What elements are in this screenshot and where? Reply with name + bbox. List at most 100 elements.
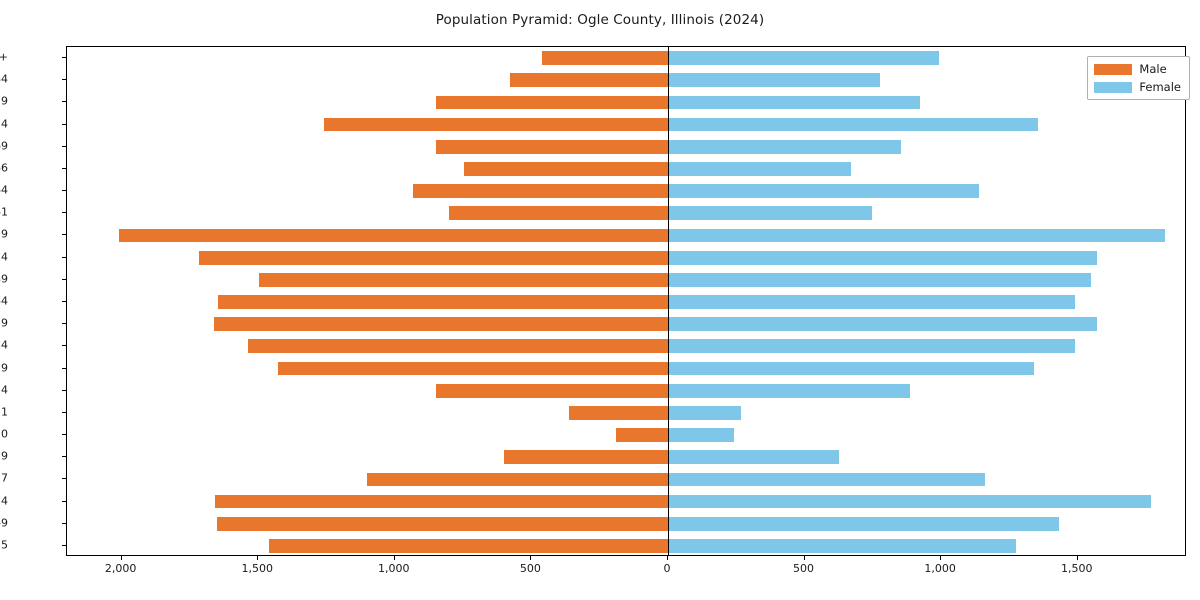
y-axis-tick-mark [62,389,66,391]
y-axis-tick-mark [62,434,66,436]
y-axis-tick-mark [62,345,66,347]
x-axis-tick-mark [120,556,122,560]
y-axis-tick-mark [62,57,66,59]
bar-male [449,206,668,221]
bar-row [67,516,1185,531]
bar-female [667,317,1098,332]
y-axis-tick-label: 5-9 [0,516,8,530]
bar-row [67,295,1185,309]
y-axis-tick-mark [62,278,66,280]
y-axis-tick-label: 30-34 [0,338,8,352]
bar-male [615,428,668,442]
bar-row [67,272,1185,287]
x-axis-tick-mark [393,556,395,560]
bar-female [667,295,1075,309]
y-axis-tick-mark [62,367,66,369]
bar-male [217,516,668,531]
bar-female [667,472,985,487]
bar-male [324,117,668,132]
bar-female [667,383,910,398]
bar-female [667,228,1166,243]
x-axis-tick-mark [666,556,668,560]
x-axis-tick-label: 500 [519,562,541,575]
y-axis-tick-mark [62,145,66,147]
x-axis-tick-mark [803,556,805,560]
bar-female [667,162,851,176]
bar-row [67,184,1185,198]
bars-layer [67,47,1185,555]
legend-entry-female: Female [1094,80,1181,94]
bar-row [67,494,1185,509]
bar-female [667,450,839,465]
y-axis-tick-label: 50-54 [0,250,8,264]
bar-female [667,51,939,65]
bar-row [67,206,1185,221]
bar-male [509,73,668,88]
bar-row [67,73,1185,88]
y-axis-tick-label: 35-39 [0,316,8,330]
legend-label-male: Male [1139,62,1167,76]
bar-male [119,228,668,243]
x-axis-tick-mark [257,556,259,560]
bar-male [218,295,668,309]
y-axis-tick-label: 22-24 [0,383,8,397]
y-axis-tick-mark [62,456,66,458]
y-axis-tick-mark [62,522,66,524]
bar-male [259,272,668,287]
x-axis-tick-label: 0 [663,562,671,575]
bar-male [198,250,668,265]
y-axis-tick-label: 60-61 [0,205,8,219]
bar-female [667,405,741,420]
bar-row [67,361,1185,376]
bar-male [213,317,668,332]
y-axis-tick-mark [62,212,66,214]
chart-legend: Male Female [1087,56,1190,100]
bar-male [366,472,668,487]
y-axis-tick-mark [62,167,66,169]
bar-row [67,428,1185,442]
bar-male [435,383,668,398]
bar-row [67,162,1185,176]
y-axis-tick-label: 85+ [0,50,8,64]
bar-row [67,117,1185,132]
bar-row [67,51,1185,65]
legend-label-female: Female [1139,80,1181,94]
y-axis-tick-label: 70-74 [0,117,8,131]
bar-male [541,51,668,65]
bar-row [67,95,1185,110]
legend-swatch-female [1094,81,1133,93]
bar-male [215,494,668,509]
bar-male [247,339,668,354]
bar-male [464,162,668,176]
bar-female [667,361,1034,376]
x-axis-tick-label: 1,500 [241,562,273,575]
bar-row [67,472,1185,487]
bar-female [667,184,980,198]
y-axis-tick-mark [62,411,66,413]
y-axis-tick-label: 45-49 [0,272,8,286]
legend-swatch-male [1094,63,1133,75]
bar-male [436,139,668,154]
bar-female [667,139,901,154]
y-axis-tick-label: 25-29 [0,361,8,375]
x-axis-tick-label: 1,000 [924,562,956,575]
chart-title: Population Pyramid: Ogle County, Illinoi… [435,12,765,28]
bar-female [667,539,1017,553]
bar-row [67,250,1185,265]
bar-male [268,539,668,553]
x-axis-tick-mark [530,556,532,560]
y-axis-tick-mark [62,323,66,325]
bar-female [667,206,873,221]
y-axis-tick-label: 62-64 [0,183,8,197]
y-axis-tick-mark [62,101,66,103]
bar-male [435,95,668,110]
y-axis-tick-mark [62,123,66,125]
x-axis-tick-label: 500 [793,562,815,575]
bar-row [67,317,1185,332]
bar-row [67,539,1185,553]
y-axis-tick-mark [62,301,66,302]
x-axis-tick-mark [940,556,942,560]
bar-male [412,184,668,198]
y-axis-tick-mark [62,256,66,258]
